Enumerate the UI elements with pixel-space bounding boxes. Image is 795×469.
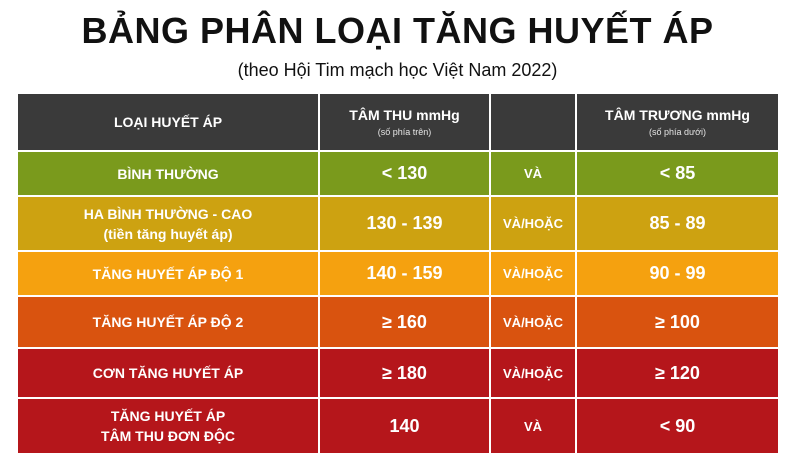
- page-title: BẢNG PHÂN LOẠI TĂNG HUYẾT ÁP: [81, 10, 714, 51]
- header-systolic-label: TÂM THU mmHg: [349, 107, 460, 123]
- header-conjunction: [491, 94, 577, 150]
- row-label-line1: TĂNG HUYẾT ÁP ĐỘ 2: [92, 314, 244, 330]
- row-label-line1: HA BÌNH THƯỜNG - CAO: [83, 205, 253, 222]
- row-label-normal: BÌNH THƯỜNG: [18, 152, 320, 195]
- row-label-line1: CƠN TĂNG HUYẾT ÁP: [92, 365, 244, 381]
- row-label-crisis: CƠN TĂNG HUYẾT ÁP: [18, 349, 320, 397]
- row-diastolic: < 90: [577, 399, 778, 453]
- header-diastolic-label: TÂM TRƯƠNG mmHg: [605, 107, 750, 123]
- row-label-grade-1: TĂNG HUYẾT ÁP ĐỘ 1: [18, 252, 320, 295]
- row-conjunction: VÀ: [491, 399, 577, 453]
- row-diastolic: 85 - 89: [577, 197, 778, 250]
- row-systolic: 140 - 159: [320, 252, 491, 295]
- row-diastolic: 90 - 99: [577, 252, 778, 295]
- classification-table: LOẠI HUYẾT ÁP TÂM THU mmHg (số phía trên…: [18, 94, 778, 453]
- row-conjunction: VÀ: [491, 152, 577, 195]
- row-diastolic: ≥ 100: [577, 297, 778, 347]
- row-label-line1: BÌNH THƯỜNG: [117, 165, 219, 182]
- header-type: LOẠI HUYẾT ÁP: [18, 94, 320, 150]
- row-conjunction: VÀ/HOẶC: [491, 297, 577, 347]
- header-diastolic-sub: (số phía dưới): [649, 127, 706, 137]
- row-label-isolated-systolic: TĂNG HUYẾT ÁP TÂM THU ĐƠN ĐỘC: [18, 399, 320, 453]
- row-label-line1: TĂNG HUYẾT ÁP ĐỘ 1: [92, 265, 244, 282]
- row-label-line2: TÂM THU ĐƠN ĐỘC: [100, 428, 236, 444]
- row-conjunction: VÀ/HOẶC: [491, 197, 577, 250]
- row-label-line1: TĂNG HUYẾT ÁP: [110, 408, 226, 424]
- row-conjunction: VÀ/HOẶC: [491, 349, 577, 397]
- row-systolic: < 130: [320, 152, 491, 195]
- row-conjunction: VÀ/HOẶC: [491, 252, 577, 295]
- header-systolic-sub: (số phía trên): [377, 127, 432, 137]
- row-label-high-normal: HA BÌNH THƯỜNG - CAO (tiền tăng huyết áp…: [18, 197, 320, 250]
- row-label-grade-2: TĂNG HUYẾT ÁP ĐỘ 2: [18, 297, 320, 347]
- row-diastolic: < 85: [577, 152, 778, 195]
- header-type-label: LOẠI HUYẾT ÁP: [113, 114, 223, 130]
- row-systolic: 130 - 139: [320, 197, 491, 250]
- header-diastolic: TÂM TRƯƠNG mmHg (số phía dưới): [577, 94, 778, 150]
- row-systolic: ≥ 180: [320, 349, 491, 397]
- page-subtitle: (theo Hội Tim mạch học Việt Nam 2022): [237, 60, 558, 80]
- row-label-line2: (tiền tăng huyết áp): [103, 225, 233, 242]
- row-diastolic: ≥ 120: [577, 349, 778, 397]
- row-systolic: ≥ 160: [320, 297, 491, 347]
- header-systolic: TÂM THU mmHg (số phía trên): [320, 94, 491, 150]
- row-systolic: 140: [320, 399, 491, 453]
